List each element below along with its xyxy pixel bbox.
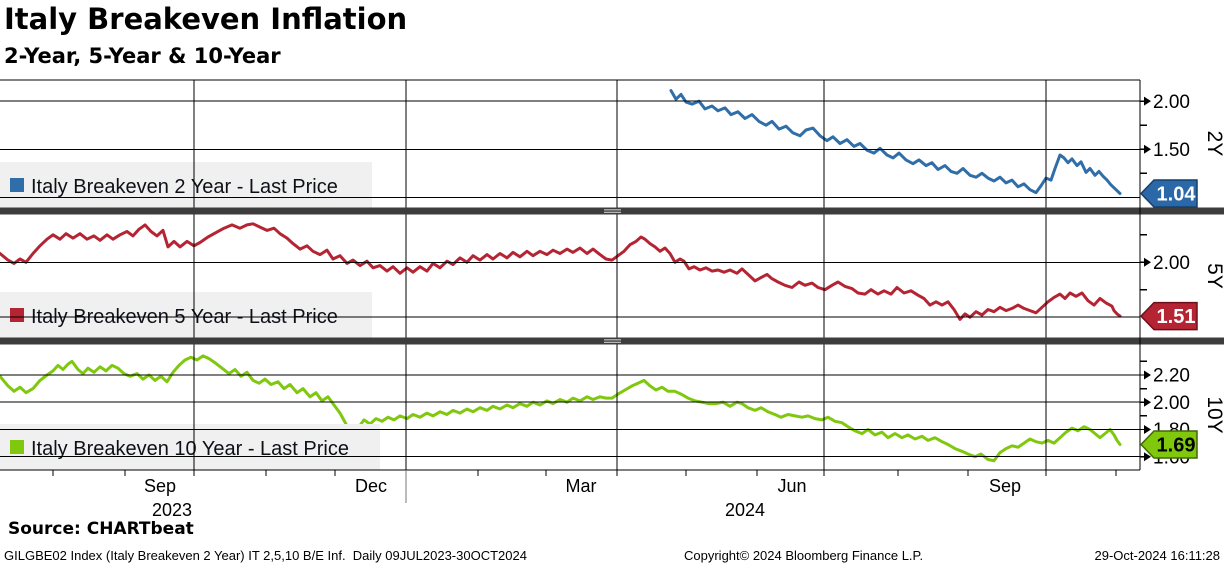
ytick-arrow-icon [1144, 96, 1151, 106]
legend-box-5Y[interactable] [0, 292, 372, 338]
page-title: Italy Breakeven Inflation [4, 2, 408, 36]
badge-flag-icon-10Y [1139, 430, 1198, 459]
ytick-label-2Y-1.50: 1.50 [1153, 140, 1190, 161]
page-subtitle: 2-Year, 5-Year & 10-Year [4, 44, 281, 68]
last-price-badge-10Y: 1.69 [1139, 430, 1198, 459]
ytick-arrow-icon [1144, 424, 1151, 434]
divider-grip-handle[interactable] [604, 209, 621, 213]
price-line-2Y [669, 89, 1122, 195]
xtick-label-mar: Mar [566, 476, 597, 496]
legend-layer: Italy Breakeven 2 Year - Last Price Italy… [0, 162, 380, 470]
footer-timestamp: 29-Oct-2024 16:11:28 [1094, 548, 1220, 563]
panel-axis-label-5Y: 5Y [1203, 263, 1224, 289]
legend-box-2Y[interactable] [0, 162, 372, 208]
badge-flag-icon-2Y [1139, 179, 1198, 208]
ytick-label-10Y-2.20: 2.20 [1153, 366, 1190, 387]
xtick-label-sep: Sep [144, 476, 176, 496]
year-label-2024: 2024 [725, 500, 765, 520]
badge-layer: 1.04 1.51 1.69 [1139, 179, 1198, 459]
panel-divider [0, 337, 1224, 345]
ytick-label-2Y-2.00: 2.00 [1153, 92, 1190, 113]
footer-security-info: GILGBE02 Index (Italy Breakeven 2 Year) … [4, 548, 527, 563]
last-price-badge-5Y: 1.51 [1139, 301, 1198, 331]
badge-flag-icon-5Y [1139, 301, 1198, 331]
ytick-arrow-icon [1144, 452, 1151, 462]
xtick-label-sep: Sep [989, 476, 1021, 496]
panel-divider [0, 207, 1224, 215]
ytick-label-10Y-2.00: 2.00 [1153, 393, 1190, 414]
source-label: Source: CHARTbeat [8, 519, 194, 539]
xtick-label-jun: Jun [777, 476, 806, 496]
legend-swatch-icon-10Y [10, 440, 24, 454]
legend-label-2Y: Italy Breakeven 2 Year - Last Price [31, 176, 338, 198]
legend-box-10Y[interactable] [0, 424, 380, 470]
panel-axis-label-10Y: 10Y [1203, 396, 1224, 433]
ytick-arrow-icon [1144, 397, 1151, 407]
legend-swatch-icon-5Y [10, 308, 24, 322]
divider-grip-handle[interactable] [604, 339, 621, 343]
legend-5Y[interactable]: Italy Breakeven 5 Year - Last Price [0, 292, 372, 338]
footer-copyright: Copyright© 2024 Bloomberg Finance L.P. [684, 548, 924, 563]
legend-swatch-icon-2Y [10, 178, 24, 192]
legend-10Y[interactable]: Italy Breakeven 10 Year - Last Price [0, 424, 380, 470]
price-line-5Y [0, 222, 1122, 321]
ytick-label-5Y-2.00: 2.00 [1153, 253, 1190, 274]
year-label-2023: 2023 [152, 500, 192, 520]
badge-value-2Y: 1.04 [1157, 184, 1197, 206]
series-layer [0, 89, 1122, 463]
ytick-arrow-icon [1144, 257, 1151, 267]
panel-axis-label-2Y: 2Y [1203, 131, 1224, 157]
xtick-label-dec: Dec [355, 476, 387, 496]
ytick-arrow-icon [1144, 370, 1151, 380]
badge-value-5Y: 1.51 [1157, 306, 1196, 328]
ytick-arrow-icon [1144, 144, 1151, 154]
legend-2Y[interactable]: Italy Breakeven 2 Year - Last Price [0, 162, 372, 208]
badge-value-10Y: 1.69 [1157, 434, 1196, 456]
grid-layer [0, 80, 1224, 470]
price-line-10Y [0, 354, 1122, 463]
last-price-badge-2Y: 1.04 [1139, 179, 1198, 208]
legend-label-10Y: Italy Breakeven 10 Year - Last Price [31, 438, 349, 460]
